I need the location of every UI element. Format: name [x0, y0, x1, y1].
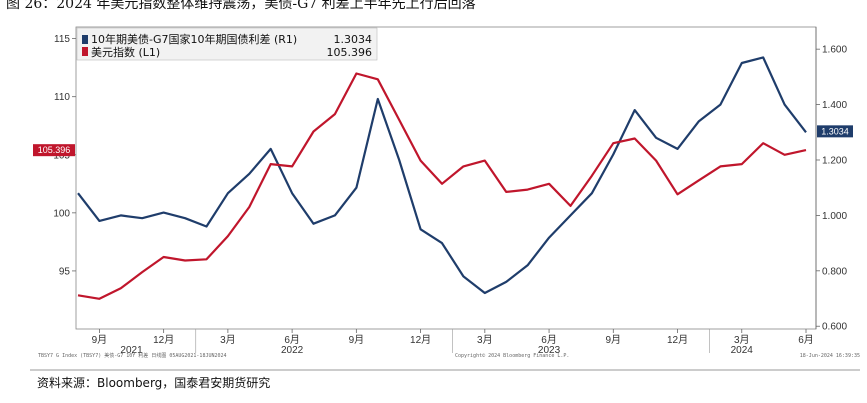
left-last-value-badge [33, 144, 75, 157]
x-tick-label: 9月 [92, 334, 108, 346]
left-y-tick-label: 100 [53, 208, 70, 219]
right-last-value-text: 1.3034 [821, 126, 849, 136]
source-note: 资料来源：Bloomberg，国泰君安期货研究 [37, 376, 271, 390]
figure-title: 图 26：2024 年美元指数整体维持震荡，美债-G7 利差上半年先上行后回落 [6, 0, 476, 12]
x-tick-label: 6月 [284, 334, 300, 346]
right-y-tick-label: 1.000 [822, 211, 847, 222]
x-tick-label: 9月 [606, 334, 622, 346]
legend-label-dxy: 美元指数 (L1) [91, 45, 160, 59]
spread-line [77, 56, 807, 295]
x-axis: 9月 12月 3月 6月 9月 12月 3月 6月 9月 12月 3月 6月 2021 2022 2023 2… [92, 329, 814, 356]
plot-frame [75, 26, 817, 330]
legend-label-spread: 10年期美债-G7国家10年期国债利差 (R1) [91, 32, 297, 46]
legend-swatch-dxy [82, 47, 88, 56]
left-y-tick-label: 110 [54, 92, 70, 103]
left-y-tick-label: 95 [59, 266, 71, 277]
right-y-tick-label: 0.800 [822, 266, 847, 277]
legend: 10年期美债-G7国家10年期国债利差 (R1) 1.3034 美元指数 (L1… [76, 27, 378, 61]
x-tick-label: 9月 [349, 334, 365, 346]
right-y-axis: 0.600 0.800 1.000 1.200 1.400 1.600 [816, 45, 847, 333]
right-last-value-badge [817, 125, 853, 138]
x-tick-label: 12月 [153, 334, 174, 346]
dollar-index-line [77, 72, 807, 300]
legend-swatch-spread [82, 35, 88, 44]
footer-left: TBSY7 G Index (TBSY7) 美债-G7 10Y 利差 日线图 0… [38, 352, 227, 359]
value-badges: 105.396 1.3034 [33, 125, 853, 157]
right-y-tick-label: 1.600 [822, 45, 847, 56]
right-y-tick-label: 1.400 [822, 100, 847, 111]
series-lines [77, 56, 807, 300]
x-tick-label: 12月 [667, 334, 688, 346]
left-y-tick-label: 115 [54, 34, 70, 45]
left-last-value-text: 105.396 [38, 145, 71, 155]
x-tick-label: 3月 [220, 334, 236, 346]
footer-center: Copyright© 2024 Bloomberg Finance L.P. [455, 353, 569, 359]
right-y-tick-label: 0.600 [822, 322, 847, 333]
x-tick-label: 6月 [541, 334, 557, 346]
x-year-label: 2024 [731, 345, 754, 356]
x-year-label: 2022 [281, 345, 304, 356]
x-tick-label: 3月 [734, 334, 750, 346]
right-y-tick-label: 1.200 [822, 155, 847, 166]
x-tick-label: 6月 [798, 334, 814, 346]
footer-right: 18-Jun-2024 16:39:35 [800, 353, 860, 359]
x-tick-label: 12月 [410, 334, 431, 346]
x-year-label: 2023 [538, 345, 561, 356]
x-year-label: 2021 [120, 345, 143, 356]
legend-value-dxy: 105.396 [327, 46, 373, 59]
x-tick-label: 3月 [477, 334, 493, 346]
legend-value-spread: 1.3034 [334, 33, 373, 46]
